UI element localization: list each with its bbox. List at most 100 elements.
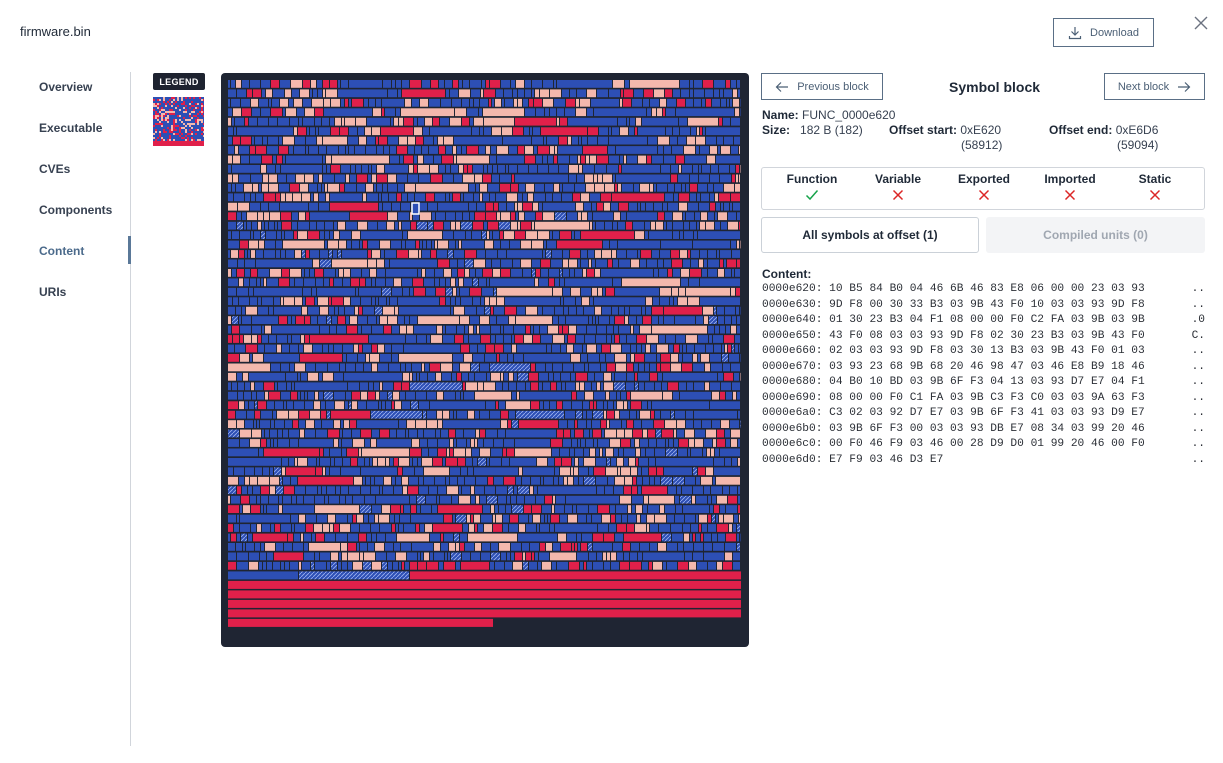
memory-block[interactable] [357, 420, 398, 428]
memory-block[interactable] [340, 429, 342, 438]
memory-block[interactable] [552, 344, 560, 353]
memory-block[interactable] [466, 382, 477, 391]
memory-block[interactable] [555, 467, 559, 476]
memory-block[interactable] [404, 117, 413, 126]
memory-block[interactable] [556, 495, 565, 504]
memory-block[interactable] [350, 420, 356, 428]
memory-block[interactable] [710, 146, 717, 154]
memory-block[interactable] [454, 448, 465, 457]
memory-block[interactable] [385, 165, 408, 173]
memory-block[interactable] [306, 136, 316, 145]
memory-block[interactable] [461, 467, 467, 476]
memory-block[interactable] [612, 193, 664, 202]
memory-block[interactable] [504, 325, 513, 334]
memory-block[interactable] [719, 193, 730, 202]
memory-block[interactable] [555, 306, 563, 315]
memory-block[interactable] [602, 429, 604, 438]
memory-block[interactable] [491, 543, 498, 551]
memory-block[interactable] [396, 80, 401, 88]
memory-block[interactable] [637, 514, 640, 523]
memory-block[interactable] [543, 212, 554, 221]
memory-block[interactable] [383, 80, 391, 88]
memory-block[interactable] [731, 429, 740, 438]
memory-block[interactable] [483, 269, 492, 277]
memory-block[interactable] [591, 98, 619, 107]
memory-block[interactable] [257, 391, 264, 400]
memory-block[interactable] [704, 486, 710, 495]
memory-block[interactable] [277, 410, 288, 419]
memory-block[interactable] [277, 231, 281, 239]
memory-block[interactable] [708, 495, 711, 504]
memory-block[interactable] [538, 231, 549, 239]
memory-block[interactable] [423, 127, 429, 136]
memory-block[interactable] [572, 458, 574, 466]
close-button[interactable] [1190, 12, 1212, 34]
memory-block[interactable] [452, 269, 457, 277]
memory-block[interactable] [261, 165, 266, 173]
memory-block[interactable] [624, 458, 628, 466]
memory-block[interactable] [271, 439, 273, 447]
memory-block[interactable] [519, 212, 524, 221]
memory-block[interactable] [316, 363, 327, 372]
memory-block[interactable] [376, 391, 379, 400]
memory-block[interactable] [494, 476, 503, 485]
memory-block[interactable] [613, 80, 624, 88]
memory-block[interactable] [578, 212, 581, 221]
memory-block[interactable] [595, 269, 600, 277]
memory-block[interactable] [264, 354, 299, 362]
memory-block[interactable] [265, 344, 276, 353]
memory-block[interactable] [269, 391, 280, 400]
memory-block[interactable] [504, 89, 512, 98]
memory-block[interactable] [494, 287, 496, 296]
memory-block[interactable] [581, 250, 587, 258]
memory-block[interactable] [453, 193, 460, 202]
memory-block[interactable] [532, 221, 534, 230]
memory-block[interactable] [485, 486, 495, 495]
memory-block[interactable] [638, 552, 642, 561]
memory-block[interactable] [416, 391, 426, 400]
memory-block[interactable] [450, 467, 460, 476]
memory-block[interactable] [456, 514, 466, 523]
memory-block[interactable] [649, 495, 674, 504]
memory-block[interactable] [412, 439, 419, 447]
memory-block[interactable] [486, 429, 497, 438]
memory-block[interactable] [289, 98, 293, 107]
next-block-button[interactable]: Next block [1104, 73, 1205, 100]
memory-block[interactable] [451, 165, 458, 173]
memory-block[interactable] [652, 325, 707, 334]
memory-block[interactable] [620, 155, 623, 164]
memory-block[interactable] [480, 495, 486, 504]
memory-block[interactable] [536, 108, 544, 117]
memory-block[interactable] [418, 552, 420, 561]
memory-block[interactable] [596, 259, 607, 268]
memory-block[interactable] [232, 269, 236, 277]
memory-block[interactable] [738, 89, 740, 98]
memory-block[interactable] [698, 231, 740, 239]
memory-block[interactable] [370, 458, 372, 466]
memory-block[interactable] [691, 524, 698, 532]
memory-block[interactable] [474, 117, 483, 126]
memory-block[interactable] [465, 476, 475, 485]
memory-block[interactable] [506, 165, 508, 173]
memory-block[interactable] [704, 552, 724, 561]
memory-block[interactable] [635, 354, 644, 362]
memory-block[interactable] [607, 410, 614, 419]
memory-block[interactable] [276, 250, 280, 258]
memory-block[interactable] [401, 543, 411, 551]
memory-block[interactable] [606, 287, 614, 296]
memory-block[interactable] [542, 505, 551, 513]
memory-block[interactable] [538, 306, 542, 315]
memory-block[interactable] [377, 165, 384, 173]
memory-block[interactable] [685, 552, 692, 561]
memory-block[interactable] [603, 174, 612, 183]
memory-block[interactable] [725, 316, 731, 324]
memory-block[interactable] [314, 174, 318, 183]
memory-block[interactable] [490, 278, 534, 287]
memory-block[interactable] [640, 543, 649, 551]
memory-block[interactable] [512, 505, 523, 513]
memory-block[interactable] [296, 174, 304, 183]
memory-block[interactable] [726, 80, 730, 88]
memory-block[interactable] [738, 410, 740, 419]
memory-block[interactable] [301, 372, 307, 381]
memory-block[interactable] [299, 439, 333, 447]
